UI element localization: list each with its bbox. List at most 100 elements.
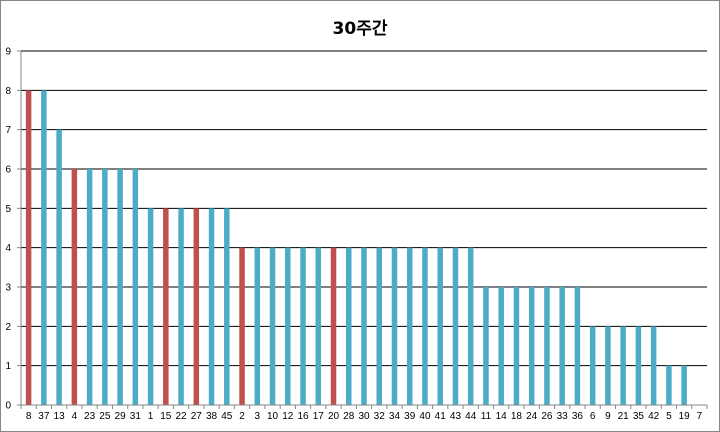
x-tick-label: 3 — [255, 411, 261, 422]
x-tick-label: 40 — [419, 411, 431, 422]
x-tick-label: 37 — [38, 411, 50, 422]
x-tick-label: 16 — [297, 411, 309, 422]
bar-38 — [208, 208, 215, 405]
bar-36 — [574, 287, 581, 405]
x-tick-label: 17 — [313, 411, 325, 422]
bar-25 — [102, 169, 108, 405]
chart-title: 30주간 — [332, 19, 388, 39]
x-tick-label: 10 — [267, 411, 279, 422]
x-tick-label: 36 — [572, 411, 584, 422]
bar-8 — [25, 90, 32, 405]
bar-29 — [117, 169, 123, 405]
x-tick-label: 33 — [557, 411, 569, 422]
x-tick-label: 25 — [99, 411, 111, 422]
bar-2 — [239, 247, 245, 405]
bar-35 — [635, 326, 642, 405]
bar-4 — [71, 169, 78, 405]
y-tick-label: 4 — [5, 243, 11, 254]
x-tick-label: 21 — [618, 411, 630, 422]
x-tick-label: 39 — [404, 411, 416, 422]
bar-10 — [269, 247, 276, 405]
bar-27 — [193, 208, 200, 405]
x-tick-label: 45 — [221, 411, 233, 422]
bar-9 — [605, 326, 611, 405]
x-tick-label: 12 — [282, 411, 294, 422]
x-tick-label: 11 — [481, 411, 492, 422]
y-tick-label: 2 — [5, 322, 11, 333]
bar-39 — [406, 247, 413, 405]
bar-16 — [300, 247, 306, 405]
x-tick-label: 1 — [148, 411, 154, 422]
x-tick-label: 22 — [176, 411, 188, 422]
x-tick-label: 28 — [343, 411, 355, 422]
x-tick-label: 8 — [26, 411, 32, 422]
y-tick-label: 6 — [5, 165, 11, 176]
bar-34 — [391, 247, 398, 405]
y-tick-label: 1 — [5, 361, 11, 372]
x-tick-label: 2 — [239, 411, 245, 422]
x-tick-label: 7 — [697, 411, 703, 422]
bar-17 — [315, 247, 322, 405]
bar-20 — [330, 247, 337, 405]
bar-21 — [620, 326, 626, 405]
y-tick-label: 5 — [5, 204, 11, 215]
bar-44 — [467, 247, 474, 405]
x-tick-label: 13 — [54, 411, 66, 422]
x-tick-label: 5 — [666, 411, 672, 422]
bar-37 — [41, 90, 47, 405]
x-tick-label: 19 — [679, 411, 691, 422]
bar-22 — [178, 208, 184, 405]
x-tick-label: 27 — [191, 411, 203, 422]
bar-28 — [346, 247, 352, 405]
x-tick-label: 18 — [511, 411, 523, 422]
x-tick-label: 41 — [435, 411, 447, 422]
x-tick-label: 24 — [526, 411, 538, 422]
y-tick-label: 8 — [5, 86, 11, 97]
bar-13 — [56, 129, 62, 405]
bar-24 — [528, 287, 535, 405]
x-tick-label: 29 — [115, 411, 127, 422]
x-tick-label: 44 — [465, 411, 477, 422]
x-tick-label: 34 — [389, 411, 401, 422]
x-tick-label: 6 — [590, 411, 596, 422]
x-tick-label: 20 — [328, 411, 340, 422]
bar-40 — [422, 247, 428, 405]
x-tick-label: 38 — [206, 411, 218, 422]
x-tick-label: 4 — [72, 411, 78, 422]
bar-41 — [437, 247, 443, 405]
x-tick-label: 31 — [130, 411, 142, 422]
bar-12 — [285, 247, 291, 405]
y-tick-label: 9 — [5, 47, 11, 58]
x-tick-label: 14 — [496, 411, 508, 422]
bar-19 — [681, 365, 687, 405]
x-tick-label: 32 — [374, 411, 386, 422]
bar-43 — [452, 247, 459, 405]
y-tick-label: 3 — [5, 283, 11, 294]
bar-18 — [513, 287, 520, 405]
bar-11 — [483, 287, 489, 405]
bar-33 — [559, 287, 565, 405]
x-tick-label: 15 — [160, 411, 172, 422]
x-tick-label: 23 — [84, 411, 96, 422]
y-tick-label: 7 — [5, 125, 11, 136]
bar-15 — [163, 208, 169, 405]
bar-5 — [666, 365, 672, 405]
bar-3 — [254, 247, 261, 405]
bar-1 — [147, 208, 154, 405]
x-tick-label: 43 — [450, 411, 462, 422]
bars — [25, 90, 687, 405]
x-tick-label: 42 — [648, 411, 660, 422]
x-tick-label: 35 — [633, 411, 645, 422]
bar-32 — [376, 247, 382, 405]
bar-31 — [132, 169, 139, 405]
x-tick-label: 26 — [541, 411, 553, 422]
bar-42 — [650, 326, 657, 405]
bar-23 — [86, 169, 93, 405]
bar-26 — [544, 287, 550, 405]
bar-6 — [589, 326, 596, 405]
x-tick-label: 9 — [605, 411, 611, 422]
bar-14 — [498, 287, 504, 405]
axes — [17, 50, 708, 409]
